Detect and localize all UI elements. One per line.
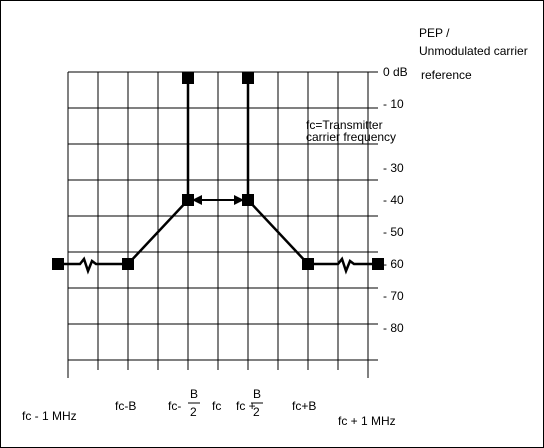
y-label-line-1: PEP / [419, 26, 450, 40]
x-tick-fc-minus-1mhz: fc - 1 MHz [22, 409, 77, 423]
x-tick-fc-minus-b2-numerator: B [190, 387, 198, 401]
y-tick-label: - 80 [383, 321, 404, 335]
bandwidth-arrow-head-left [192, 195, 202, 205]
y-tick-label: - 60 [383, 257, 404, 271]
x-tick-fc-minus-b: fc-B [115, 399, 136, 413]
breakpoint-marker [242, 72, 254, 84]
breakpoint-marker [182, 194, 194, 206]
grid [67, 71, 378, 378]
breakpoint-marker [52, 258, 64, 270]
y-tick-label: - 40 [383, 193, 404, 207]
mask-left-floor [62, 256, 128, 275]
breakpoint-marker [242, 194, 254, 206]
breakpoint-marker [302, 258, 314, 270]
mask-right-floor [308, 256, 374, 275]
mask-left-slope [127, 199, 189, 265]
x-tick-fc-plus-1mhz: fc + 1 MHz [338, 414, 396, 428]
y-tick-label: - 30 [383, 161, 404, 175]
x-tick-fc: fc [212, 399, 221, 413]
bandwidth-arrow-head-right [234, 195, 244, 205]
breakpoint-marker [122, 258, 134, 270]
y-tick-label: - 10 [383, 97, 404, 111]
annotation-line-2: carrier frequency [306, 130, 396, 144]
breakpoint-marker [372, 258, 384, 270]
y-label-line-3: reference [421, 68, 472, 82]
breakpoint-marker [182, 72, 194, 84]
marks [52, 72, 384, 275]
annotation-line-1: fc=Transmitter [306, 118, 383, 132]
mask-right-slope [247, 199, 309, 265]
y-tick-labels: 0 dB - 10 - 30 - 40 - 50 - 60 - 70 - 80 [383, 65, 408, 335]
x-tick-fc-minus-b2-denominator: 2 [190, 405, 197, 419]
x-tick-fc-plus-b: fc+B [292, 399, 316, 413]
x-tick-fc-plus-b2-numerator: B [253, 387, 261, 401]
y-tick-label: 0 dB [383, 65, 408, 79]
y-label-line-2: Unmodulated carrier [419, 44, 528, 58]
x-tick-fc-minus-b2-prefix: fc- [168, 399, 181, 413]
y-tick-label: - 70 [383, 289, 404, 303]
x-tick-fc-plus-b2-prefix: fc + [236, 399, 256, 413]
y-tick-label: - 50 [383, 225, 404, 239]
x-tick-fc-plus-b2-denominator: 2 [253, 405, 260, 419]
